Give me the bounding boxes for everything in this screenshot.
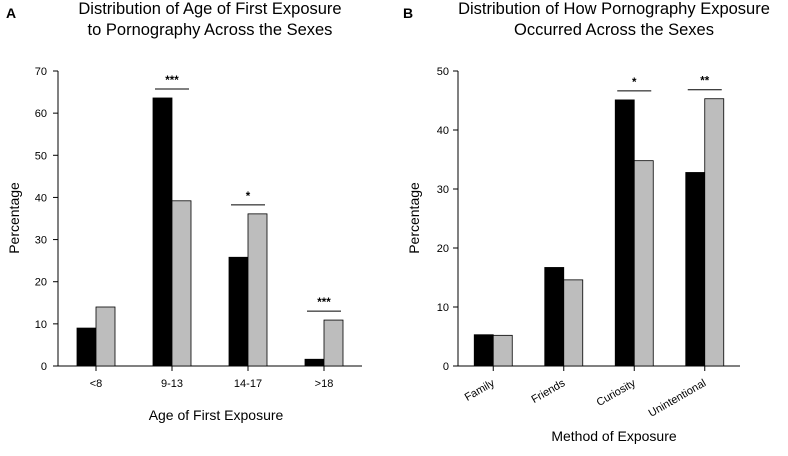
panel-b-bar-series-2 bbox=[704, 98, 725, 367]
panel-a-bar-series-2 bbox=[247, 213, 268, 367]
panel-b-y-axis-label: Percentage bbox=[406, 182, 422, 254]
panel-b-title-line-1: Distribution of How Pornography Exposure bbox=[458, 0, 770, 18]
panel-b-x-tick-label: Friends bbox=[529, 377, 567, 406]
panel-a-bar-series-2 bbox=[95, 306, 116, 367]
panel-b-significance-marker: ** bbox=[700, 76, 709, 88]
panel-a-bar-series-2 bbox=[171, 200, 192, 367]
panel-b-x-tick-label: Curiosity bbox=[595, 377, 638, 409]
panel-b-significance-marker: * bbox=[632, 77, 637, 89]
panel-b-x-axis-label: Method of Exposure bbox=[551, 428, 677, 444]
panel-b-bar-series-1 bbox=[544, 267, 565, 367]
panel-a-x-axis-label: Age of First Exposure bbox=[149, 407, 284, 423]
panel-a-y-axis-label: Percentage bbox=[6, 182, 22, 254]
panel-a-bar-series-1 bbox=[152, 97, 173, 367]
panel-a-significance-marker: *** bbox=[165, 75, 179, 87]
panel-b-bar-series-1 bbox=[685, 172, 706, 367]
panel-b-y-tick-label: 30 bbox=[437, 184, 449, 196]
panel-a-y-tick-label: 30 bbox=[35, 235, 47, 247]
panel-b-bar-series-2 bbox=[492, 334, 513, 367]
panel-a-y-tick-label: 50 bbox=[35, 150, 47, 162]
panel-b-x-tick-label: Unintentional bbox=[647, 377, 709, 420]
panel-a-letter: A bbox=[6, 5, 16, 21]
panel-a-bar-series-2 bbox=[323, 319, 344, 367]
panel-a-x-tick-label: 9-13 bbox=[161, 378, 183, 390]
panel-b-bar-series-1 bbox=[614, 99, 635, 367]
panel-a-significance-marker: * bbox=[246, 191, 251, 203]
panel-a-bar-series-1 bbox=[304, 358, 325, 367]
panel-a-y-tick-label: 0 bbox=[41, 361, 47, 373]
panel-a-y-tick-label: 40 bbox=[35, 192, 47, 204]
panel-a-x-tick-label: 14-17 bbox=[234, 378, 262, 390]
panel-a-x-tick-label: <8 bbox=[90, 378, 103, 390]
panel-b-y-tick-label: 0 bbox=[443, 361, 449, 373]
panel-b-y-tick-label: 10 bbox=[437, 302, 449, 314]
panel-a-significance-marker: *** bbox=[317, 297, 331, 309]
panel-b-chart: B Distribution of How Pornography Exposu… bbox=[403, 0, 770, 444]
panel-a-y-tick-label: 10 bbox=[35, 319, 47, 331]
panel-a-bar-series-1 bbox=[228, 256, 249, 367]
panel-b-title-line-2: Occurred Across the Sexes bbox=[514, 21, 714, 39]
panel-a-y-tick-label: 70 bbox=[35, 66, 47, 78]
panel-a-chart: A Distribution of Age of First Exposure … bbox=[6, 0, 362, 423]
panel-b-x-tick-label: Family bbox=[463, 377, 497, 404]
panel-b-bar-series-2 bbox=[633, 160, 654, 367]
panel-a-title-line-1: Distribution of Age of First Exposure bbox=[78, 0, 341, 18]
panel-a-marks: 0 10 20 30 40 50 60 70 <8 *** 9-13 * 14-17 *** >18 bbox=[35, 66, 362, 390]
panel-b-y-tick-label: 50 bbox=[437, 66, 449, 78]
panel-b-bar-series-1 bbox=[473, 334, 494, 367]
panel-b-letter: B bbox=[403, 5, 413, 21]
panel-b-bar-series-2 bbox=[563, 279, 584, 367]
panel-b-y-tick-label: 40 bbox=[437, 125, 449, 137]
panel-a-title-line-2: to Pornography Across the Sexes bbox=[88, 21, 333, 39]
panel-b-y-tick-label: 20 bbox=[437, 243, 449, 255]
panel-a-x-tick-label: >18 bbox=[315, 378, 334, 390]
panel-a-y-tick-label: 20 bbox=[35, 277, 47, 289]
panel-a-bar-series-1 bbox=[76, 327, 97, 367]
panel-a-y-tick-label: 60 bbox=[35, 108, 47, 120]
panel-b-marks: 0 10 20 30 40 50 Family Friends * Curiosity ** Unin… bbox=[437, 66, 740, 420]
